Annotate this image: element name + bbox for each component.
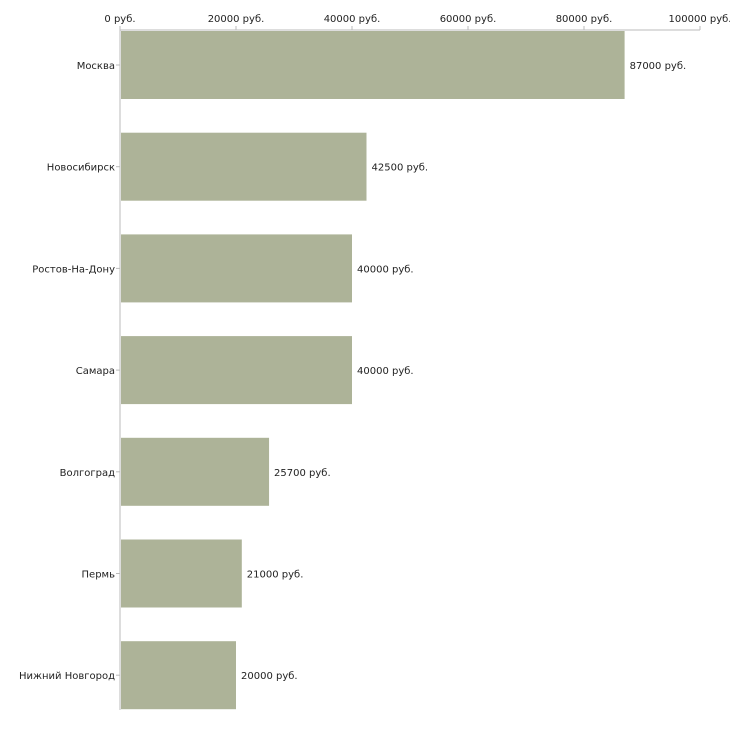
value-label: 87000 руб. (630, 61, 687, 72)
bar (121, 641, 236, 710)
category-label: Нижний Новгород (19, 671, 115, 682)
value-label: 21000 руб. (247, 570, 304, 581)
value-label: 40000 руб. (357, 366, 414, 377)
value-label: 42500 руб. (372, 163, 429, 174)
bar (121, 336, 352, 405)
x-tick-label: 100000 руб. (669, 14, 730, 25)
value-label: 25700 руб. (274, 468, 331, 479)
x-tick-label: 20000 руб. (208, 14, 265, 25)
category-label: Москва (77, 61, 115, 72)
bar (121, 31, 625, 99)
x-tick-label: 40000 руб. (324, 14, 381, 25)
bar (121, 539, 242, 608)
bar (121, 234, 352, 303)
category-label: Самара (76, 366, 115, 377)
x-tick-label: 80000 руб. (556, 14, 613, 25)
category-label: Ростов-На-Дону (32, 264, 115, 275)
bar (121, 437, 270, 506)
value-label: 20000 руб. (241, 671, 298, 682)
x-tick-label: 0 руб. (104, 14, 135, 25)
category-label: Новосибирск (47, 163, 115, 174)
bar (121, 132, 367, 201)
category-label: Пермь (82, 570, 116, 581)
x-tick-label: 60000 руб. (440, 14, 497, 25)
category-label: Волгоград (60, 468, 115, 479)
value-label: 40000 руб. (357, 264, 414, 275)
